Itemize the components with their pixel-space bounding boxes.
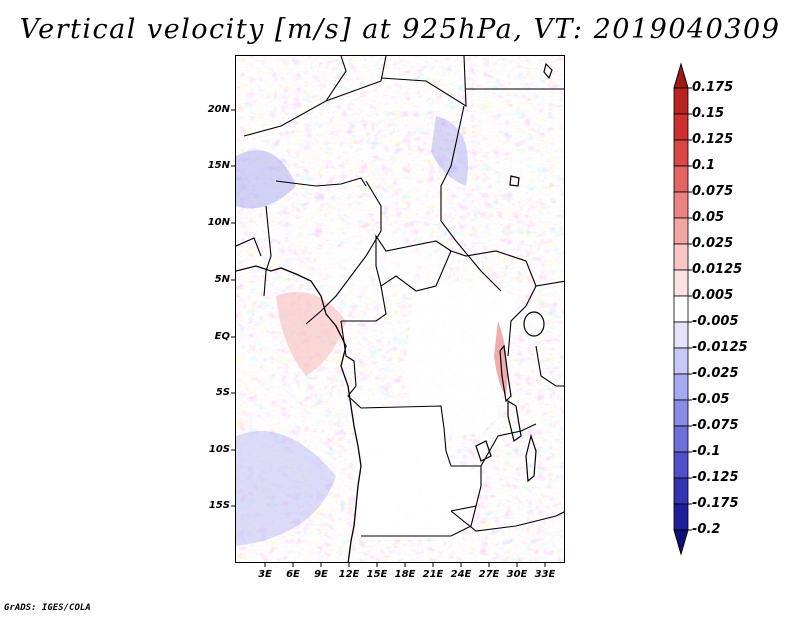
lon-tick-12e: 12E — [338, 569, 360, 580]
border-nigeria-cameroon — [305, 180, 382, 325]
lake-chad — [509, 175, 520, 187]
lake-victoria — [523, 311, 545, 337]
lat-tick-5s: 5S — [215, 387, 230, 398]
colorbar-label: -0.175 — [692, 496, 739, 511]
colorbar-label: 0.15 — [692, 106, 725, 121]
lon-tick-21e: 21E — [422, 569, 444, 580]
colorbar-bin — [673, 217, 689, 245]
colorbar-bin — [673, 321, 689, 349]
lon-tick-15e: 15E — [366, 569, 388, 580]
border-niger-nigeria — [275, 177, 367, 187]
lake-rukwa — [507, 399, 522, 443]
lat-tick-10s: 10S — [208, 444, 230, 455]
coastline — [236, 265, 362, 562]
colorbar-label: -0.05 — [692, 392, 730, 407]
lake-tanganyika — [499, 344, 512, 403]
colorbar-label: -0.075 — [692, 418, 739, 433]
lake-nasser — [543, 62, 553, 80]
border-niger-libya-chad — [380, 56, 467, 108]
colorbar-bin — [673, 425, 689, 453]
downward-motion-west — [236, 150, 296, 209]
border-drc-uganda — [507, 285, 537, 357]
lake-malawi — [525, 433, 537, 483]
colorbar-label: 0.005 — [692, 288, 734, 303]
colorbar-label: 0.175 — [692, 80, 734, 95]
low-signal-area-car — [321, 236, 451, 301]
colorbar-bin — [673, 191, 689, 219]
colorbar-bin — [673, 87, 689, 115]
lat-tick-eq: EQ — [214, 331, 230, 342]
lat-tick-15n: 15N — [207, 160, 230, 171]
lon-tick-33e: 33E — [534, 569, 556, 580]
border-chad-sudan — [440, 105, 502, 292]
border-central-african-republic — [375, 234, 452, 292]
border-togo-benin — [236, 237, 262, 257]
no-data-area-angola — [354, 406, 481, 541]
border-south-sudan — [450, 250, 564, 287]
atlantic-coastline — [236, 265, 362, 562]
colorbar-max-arrow — [673, 62, 689, 89]
colorbar-label: -0.0125 — [692, 340, 748, 355]
lakes — [475, 62, 553, 483]
colorbar-label: -0.005 — [692, 314, 739, 329]
colorbar-bin — [673, 139, 689, 167]
lon-tick-9e: 9E — [314, 569, 328, 580]
no-data-area-congo — [406, 282, 516, 436]
border-kenya-tanzania — [535, 345, 564, 387]
velocity-field-map — [236, 56, 564, 562]
colorbar-bin — [673, 113, 689, 141]
lat-tick-10n: 10N — [207, 217, 230, 228]
lon-tick-18e: 18E — [394, 569, 416, 580]
upward-motion-coast — [276, 291, 346, 376]
border-zambia-zimbabwe — [450, 510, 564, 532]
colorbar-label: 0.025 — [692, 236, 734, 251]
colorbar-bin — [673, 295, 689, 323]
colorbar-label: 0.05 — [692, 210, 725, 225]
lon-tick-27e: 27E — [478, 569, 500, 580]
colorbar-label: 0.075 — [692, 184, 734, 199]
colorbar-label: -0.2 — [692, 522, 721, 537]
border-benin-nigeria — [263, 205, 272, 297]
map-title: Vertical velocity [m/s] at 925hPa, VT: 2… — [19, 14, 781, 45]
colorbar-bin — [673, 269, 689, 297]
colorbar-bin — [673, 503, 689, 531]
colorbar-label: -0.1 — [692, 444, 721, 459]
colorbar-bin — [673, 347, 689, 375]
border-algeria-niger — [325, 56, 387, 102]
colorbar-bin — [673, 451, 689, 479]
colorbar-label: 0.0125 — [692, 262, 743, 277]
downward-motion-atlantic — [236, 431, 336, 546]
lon-tick-30e: 30E — [506, 569, 528, 580]
border-cameroon-congo — [341, 285, 387, 322]
lat-tick-5n: 5N — [214, 274, 230, 285]
lat-tick-20n: 20N — [207, 104, 230, 115]
lon-tick-6e: 6E — [286, 569, 300, 580]
colorbar-label: -0.025 — [692, 366, 739, 381]
colorbar-bin — [673, 373, 689, 401]
lon-tick-3e: 3E — [258, 569, 272, 580]
downward-motion-sahara — [431, 116, 468, 186]
colorbar-bin — [673, 399, 689, 427]
colorbar-label: 0.1 — [692, 158, 716, 173]
colorbar-bin — [673, 243, 689, 271]
lake-mweru — [475, 440, 492, 462]
colorbar-label: 0.125 — [692, 132, 734, 147]
colorbar-label: -0.125 — [692, 470, 739, 485]
colorbar-min-arrow — [673, 529, 689, 556]
lat-tick-15s: 15S — [208, 500, 230, 511]
grads-credit: GrADS: IGES/COLA — [4, 603, 91, 613]
map-panel — [235, 55, 565, 563]
border-angola-drc-zambia — [360, 405, 482, 512]
colorbar-bin — [673, 165, 689, 193]
lon-tick-24e: 24E — [450, 569, 472, 580]
colorbar-bin — [673, 477, 689, 505]
border-angola-namibia — [361, 505, 477, 537]
